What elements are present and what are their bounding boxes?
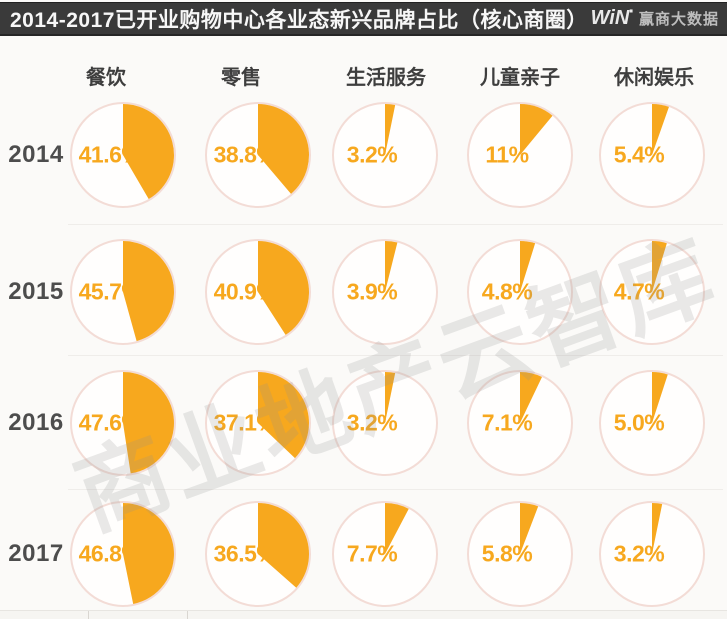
- pie-wedge: [258, 241, 310, 335]
- row-separator: [68, 355, 723, 356]
- percent-label-2016-零售: 37.1%: [213, 409, 277, 436]
- pie-chart-2016-儿童亲子: [467, 370, 573, 476]
- pie-chart-2014-儿童亲子: [467, 102, 573, 208]
- percent-label-2016-生活服务: 3.2%: [346, 409, 398, 436]
- pie-chart-2015-餐饮: [70, 239, 176, 345]
- pie-wedge: [385, 104, 396, 155]
- pie-chart-2016-零售: [205, 370, 311, 476]
- percent-label-2016-餐饮: 47.6%: [78, 409, 142, 436]
- row-separator: [68, 489, 723, 490]
- pie-chart-2016-生活服务: [332, 370, 438, 476]
- pie-chart-2016-休闲娱乐: [599, 370, 705, 476]
- pie-chart-2017-儿童亲子: [467, 501, 573, 607]
- pie-wedge: [520, 503, 539, 554]
- percent-label-2014-餐饮: 41.6%: [78, 141, 142, 168]
- page-title: 2014-2017已开业购物中心各业态新兴品牌占比（核心商圈）: [10, 8, 588, 32]
- percent-label-2015-餐饮: 45.7%: [78, 278, 142, 305]
- pie-chart-2014-休闲娱乐: [599, 102, 705, 208]
- column-header-5: 休闲娱乐: [614, 67, 694, 89]
- percent-label-2015-休闲娱乐: 4.7%: [613, 278, 665, 305]
- year-label-2015: 2015: [8, 278, 64, 305]
- pie-wedge: [652, 241, 667, 292]
- pie-chart-2015-零售: [205, 239, 311, 345]
- percent-label-2014-零售: 38.8%: [213, 141, 277, 168]
- win-logo-dot-icon: ·: [628, 1, 635, 23]
- percent-label-2017-生活服务: 7.7%: [346, 540, 398, 567]
- percent-label-2015-儿童亲子: 4.8%: [481, 278, 533, 305]
- pie-wedge: [385, 503, 409, 554]
- pie-chart-2016-餐饮: [70, 370, 176, 476]
- year-label-2014: 2014: [8, 141, 64, 168]
- pie-wedge: [123, 104, 174, 200]
- year-label-2016: 2016: [8, 409, 64, 436]
- pie-chart-2017-生活服务: [332, 501, 438, 607]
- pie-wedge: [520, 104, 553, 155]
- percent-label-2016-休闲娱乐: 5.0%: [613, 409, 665, 436]
- percent-label-2017-休闲娱乐: 3.2%: [613, 540, 665, 567]
- pie-chart-2014-餐饮: [70, 102, 176, 208]
- pie-wedge: [385, 241, 398, 292]
- title-bar: 2014-2017已开业购物中心各业态新兴品牌占比（核心商圈） WiN · 赢商大…: [0, 1, 727, 36]
- pie-chart-2015-休闲娱乐: [599, 239, 705, 345]
- bottom-table-divider: [88, 611, 89, 619]
- percent-label-2014-休闲娱乐: 5.4%: [613, 141, 665, 168]
- win-logo-icon: WiN: [590, 7, 630, 29]
- pie-chart-2014-零售: [205, 102, 311, 208]
- pie-chart-2014-生活服务: [332, 102, 438, 208]
- percent-label-2015-零售: 40.9%: [213, 278, 277, 305]
- pie-wedge: [652, 503, 663, 554]
- percent-label-2014-生活服务: 3.2%: [346, 141, 398, 168]
- brand-name: 赢商大数据: [638, 11, 719, 28]
- year-label-2017: 2017: [8, 540, 64, 567]
- pie-wedge: [652, 372, 668, 423]
- percent-label-2016-儿童亲子: 7.1%: [481, 409, 533, 436]
- pie-wedge: [258, 372, 309, 459]
- pie-wedge: [123, 241, 174, 342]
- percent-label-2017-儿童亲子: 5.8%: [481, 540, 533, 567]
- brand-logo: WiN · 赢商大数据: [590, 1, 719, 30]
- percent-label-2017-餐饮: 46.8%: [78, 540, 142, 567]
- column-header-4: 儿童亲子: [480, 67, 560, 89]
- pie-wedge: [123, 503, 174, 604]
- percent-label-2015-生活服务: 3.9%: [346, 278, 398, 305]
- percent-label-2014-儿童亲子: 11%: [485, 141, 529, 168]
- pie-wedge: [258, 503, 310, 588]
- pie-wedge: [385, 372, 396, 423]
- column-header-3: 生活服务: [346, 67, 426, 89]
- pie-chart-2015-生活服务: [332, 239, 438, 345]
- pie-chart-2015-儿童亲子: [467, 239, 573, 345]
- pie-wedge: [258, 104, 309, 194]
- bottom-table-divider: [187, 611, 188, 619]
- column-header-1: 餐饮: [86, 67, 126, 89]
- pie-wedge: [652, 104, 669, 155]
- column-header-2: 零售: [221, 67, 261, 89]
- pie-wedge: [520, 241, 536, 292]
- pie-chart-2017-餐饮: [70, 501, 176, 607]
- row-separator: [68, 224, 723, 225]
- percent-label-2017-零售: 36.5%: [213, 540, 277, 567]
- pie-chart-2017-休闲娱乐: [599, 501, 705, 607]
- bottom-table-edge: [0, 610, 727, 619]
- pie-chart-2017-零售: [205, 501, 311, 607]
- pie-wedge: [520, 372, 542, 423]
- pie-wedge: [123, 372, 174, 474]
